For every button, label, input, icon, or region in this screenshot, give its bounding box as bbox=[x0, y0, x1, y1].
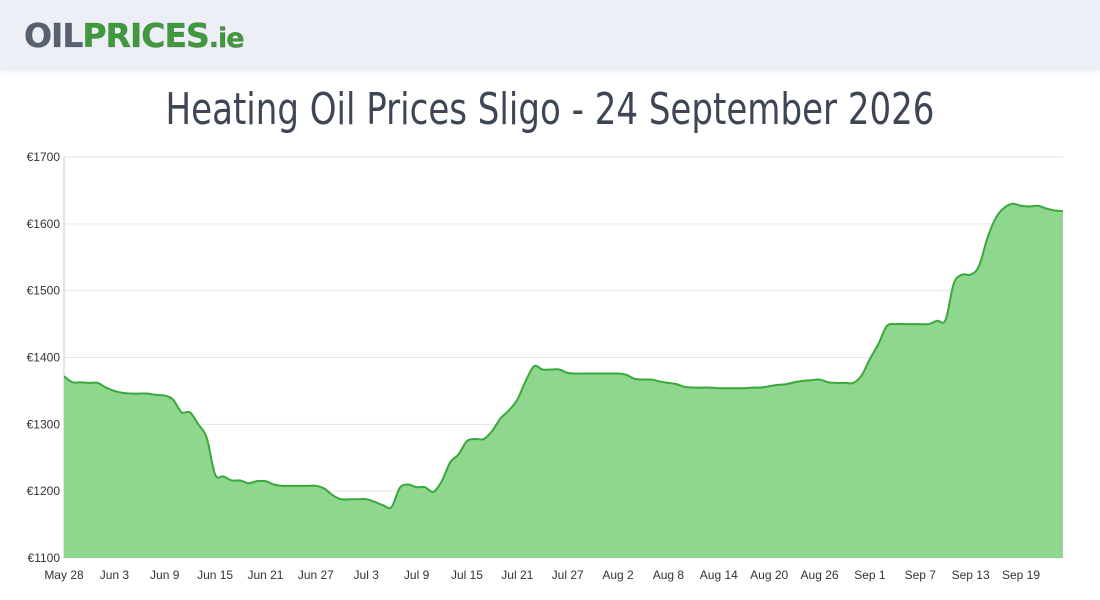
logo-text-oil: OIL bbox=[24, 16, 84, 56]
x-tick-label: Sep 13 bbox=[952, 568, 990, 582]
y-tick-label: €1500 bbox=[27, 284, 61, 298]
page-title: Heating Oil Prices Sligo - 24 September … bbox=[165, 84, 935, 135]
x-tick-label: Aug 20 bbox=[750, 568, 788, 582]
x-tick-label: Jun 9 bbox=[150, 568, 180, 582]
x-tick-label: Sep 1 bbox=[854, 568, 886, 582]
x-tick-label: Sep 7 bbox=[905, 568, 937, 582]
x-tick-label: Jul 27 bbox=[552, 568, 584, 582]
site-header: OILPRICES.ie bbox=[0, 0, 1100, 70]
y-tick-label: €1300 bbox=[27, 417, 61, 431]
price-area bbox=[64, 203, 1063, 558]
x-tick-label: Aug 8 bbox=[653, 568, 685, 582]
y-tick-label: €1400 bbox=[27, 351, 61, 365]
x-tick-label: Jul 15 bbox=[451, 568, 483, 582]
logo-text-ie: .ie bbox=[208, 23, 244, 55]
price-line bbox=[63, 202, 1064, 510]
y-axis: €1100 €1200 €1300 €1400 €1500 €1600 €1700 bbox=[27, 150, 65, 565]
x-tick-label: Aug 2 bbox=[602, 568, 634, 582]
x-tick-label: Jun 15 bbox=[197, 568, 233, 582]
x-tick-label: Jul 21 bbox=[501, 568, 533, 582]
logo-text-prices: PRICES bbox=[82, 16, 210, 56]
x-tick-label: Jun 3 bbox=[100, 568, 130, 582]
x-tick-label: Aug 26 bbox=[801, 568, 839, 582]
x-tick-label: Jul 3 bbox=[354, 568, 380, 582]
site-logo[interactable]: OILPRICES.ie bbox=[24, 14, 245, 61]
x-axis: May 28 Jun 3 Jun 9 Jun 15 Jun 21 Jun 27 Jul 3 J… bbox=[44, 568, 1040, 582]
y-tick-label: €1200 bbox=[27, 484, 61, 498]
x-tick-label: Aug 14 bbox=[700, 568, 738, 582]
x-tick-label: May 28 bbox=[44, 568, 84, 582]
x-tick-label: Jun 27 bbox=[298, 568, 334, 582]
y-tick-label: €1700 bbox=[27, 150, 61, 164]
x-tick-label: Jun 21 bbox=[247, 568, 283, 582]
y-tick-label: €1600 bbox=[27, 217, 61, 231]
x-tick-label: Sep 19 bbox=[1002, 568, 1040, 582]
x-tick-label: Jul 9 bbox=[404, 568, 430, 582]
y-tick-label: €1100 bbox=[28, 551, 61, 565]
